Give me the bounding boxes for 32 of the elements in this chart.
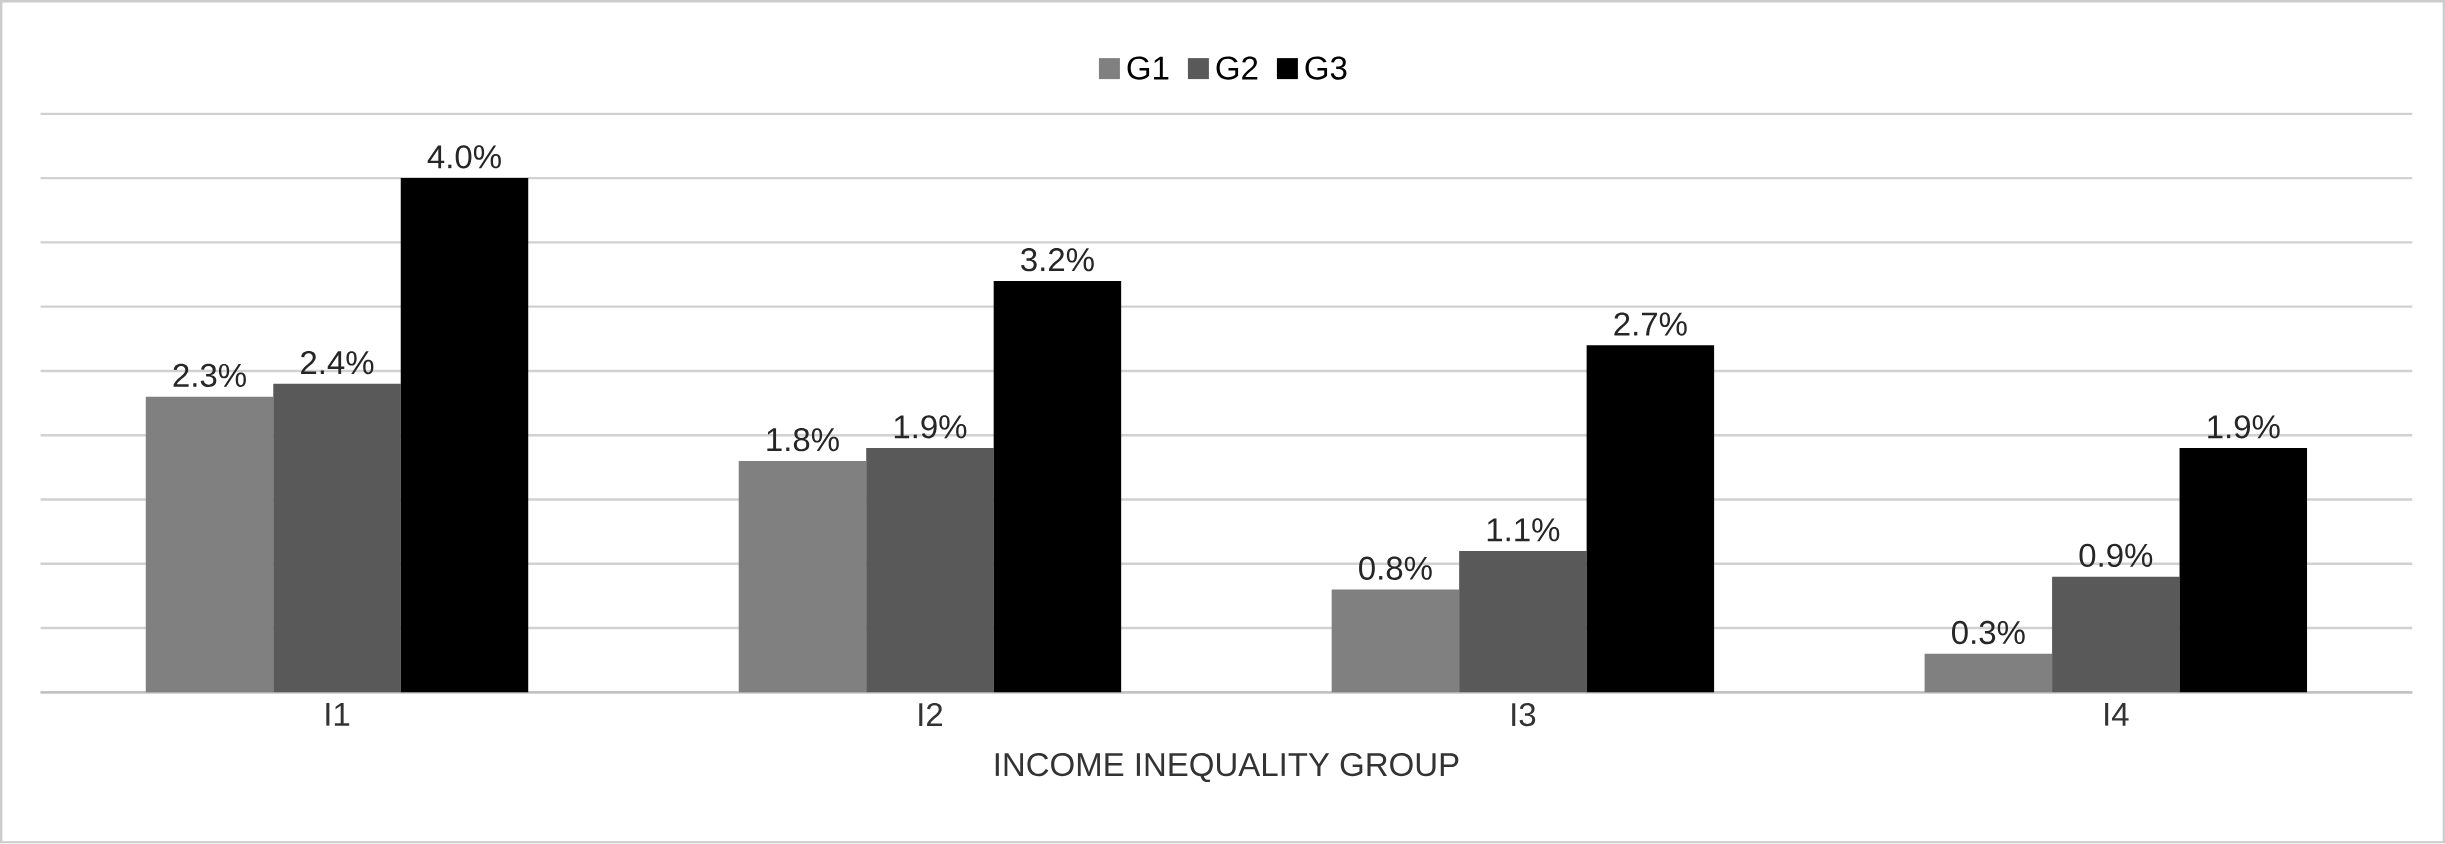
legend-label: G3 bbox=[1305, 56, 1347, 80]
x-axis-title: INCOME INEQUALITY GROUP bbox=[995, 753, 1459, 783]
bar bbox=[400, 178, 529, 693]
data-label: 1.1% bbox=[1487, 518, 1560, 542]
bar bbox=[1331, 589, 1460, 693]
x-tick-label: I3 bbox=[1512, 703, 1536, 727]
data-label: 2.4% bbox=[301, 351, 374, 375]
bar bbox=[738, 461, 867, 693]
bar bbox=[2179, 448, 2308, 693]
bar bbox=[2052, 576, 2180, 693]
bar bbox=[273, 384, 401, 693]
data-label: 3.2% bbox=[1021, 248, 1094, 272]
bar bbox=[866, 448, 994, 693]
data-label: 1.9% bbox=[2208, 415, 2280, 439]
x-tick-label: I2 bbox=[919, 703, 943, 727]
data-label: 2.3% bbox=[173, 363, 246, 388]
data-label: 1.9% bbox=[894, 415, 967, 439]
bar bbox=[993, 281, 1122, 693]
data-label: 0.9% bbox=[2079, 543, 2153, 568]
bar bbox=[145, 396, 274, 693]
bar bbox=[1924, 653, 2053, 693]
data-label: 2.7% bbox=[1614, 312, 1687, 336]
data-label: 1.8% bbox=[767, 428, 839, 452]
legend-label: G1 bbox=[1127, 56, 1169, 80]
legend-label: G2 bbox=[1216, 56, 1258, 80]
data-label: 0.3% bbox=[1952, 621, 2025, 645]
bar bbox=[1586, 345, 1715, 693]
bar bbox=[1459, 551, 1587, 693]
data-label: 4.0% bbox=[427, 145, 501, 169]
data-label: 0.8% bbox=[1359, 556, 1432, 581]
x-tick-label: I1 bbox=[326, 703, 350, 726]
x-tick-label: I4 bbox=[2105, 703, 2129, 726]
